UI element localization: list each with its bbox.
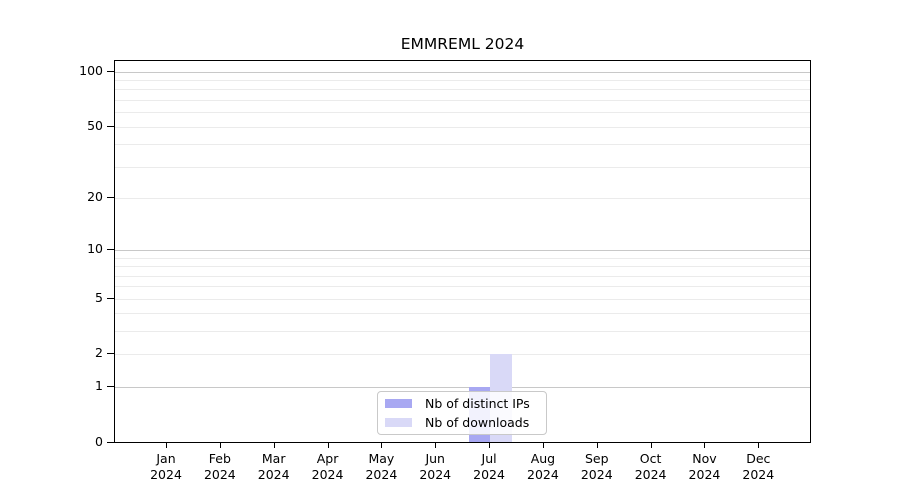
x-tick-label-mar: Mar 2024 <box>246 451 302 483</box>
minor-gridline-5 <box>115 298 810 300</box>
major-gridline-1 <box>115 386 810 388</box>
minor-gridline-6 <box>115 286 810 288</box>
y-tick-50 <box>107 125 114 127</box>
major-gridline-10 <box>115 249 810 251</box>
x-tick-jul <box>489 443 491 448</box>
x-tick-year: 2024 <box>742 467 775 482</box>
x-tick-year: 2024 <box>419 467 452 482</box>
x-tick-month: Jul <box>481 451 497 466</box>
x-tick-jun <box>435 443 437 448</box>
y-tick-2 <box>107 353 114 355</box>
x-tick-apr <box>327 443 329 448</box>
y-tick-10 <box>107 248 114 250</box>
major-gridline-100 <box>115 71 810 73</box>
y-tick-label-1: 1 <box>95 377 103 393</box>
legend-swatch-nb-of-downloads <box>385 418 412 427</box>
x-tick-label-dec: Dec 2024 <box>730 451 786 483</box>
x-tick-year: 2024 <box>311 467 344 482</box>
y-tick-label-10: 10 <box>87 240 103 256</box>
minor-gridline-90 <box>115 80 810 82</box>
x-tick-label-sep: Sep 2024 <box>569 451 625 483</box>
y-tick-0 <box>107 441 114 443</box>
minor-gridline-4 <box>115 313 810 315</box>
legend-swatch-nb-of-distinct-ips <box>385 399 412 408</box>
x-tick-month: Sep <box>584 451 609 466</box>
legend-label-nb-of-distinct-ips: Nb of distinct IPs <box>425 396 530 411</box>
y-tick-label-50: 50 <box>87 117 103 133</box>
y-tick-5 <box>107 297 114 299</box>
minor-gridline-7 <box>115 275 810 277</box>
minor-gridline-9 <box>115 257 810 259</box>
x-tick-month: Feb <box>208 451 231 466</box>
minor-gridline-50 <box>115 126 810 128</box>
y-tick-label-20: 20 <box>87 188 103 204</box>
legend-row-nb-of-downloads: Nb of downloads <box>378 413 546 432</box>
x-tick-year: 2024 <box>634 467 667 482</box>
y-tick-label-5: 5 <box>95 289 103 305</box>
x-tick-dec <box>758 443 760 448</box>
x-tick-label-oct: Oct 2024 <box>623 451 679 483</box>
x-tick-label-jan: Jan 2024 <box>138 451 194 483</box>
x-tick-year: 2024 <box>150 467 182 482</box>
x-tick-jan <box>166 443 167 448</box>
y-tick-100 <box>107 70 114 72</box>
x-tick-year: 2024 <box>203 467 236 482</box>
minor-gridline-40 <box>115 144 810 146</box>
legend-label-nb-of-downloads: Nb of downloads <box>425 415 530 430</box>
minor-gridline-60 <box>115 112 810 114</box>
x-tick-month: Mar <box>261 451 286 466</box>
x-tick-year: 2024 <box>688 467 721 482</box>
minor-gridline-20 <box>115 197 810 199</box>
minor-gridline-8 <box>115 266 810 268</box>
minor-gridline-2 <box>115 354 810 356</box>
legend-row-nb-of-distinct-ips: Nb of distinct IPs <box>378 394 546 413</box>
x-tick-month: Jan <box>156 451 176 466</box>
x-tick-may <box>381 443 383 448</box>
x-tick-label-may: May 2024 <box>353 451 409 483</box>
minor-gridline-70 <box>115 100 810 102</box>
x-tick-year: 2024 <box>580 467 613 482</box>
y-tick-label-0: 0 <box>95 433 103 449</box>
x-tick-oct <box>650 443 652 448</box>
x-tick-month: Aug <box>530 451 556 466</box>
x-tick-label-aug: Aug 2024 <box>515 451 571 483</box>
x-tick-mar <box>273 443 275 448</box>
x-tick-label-feb: Feb 2024 <box>192 451 248 483</box>
x-tick-year: 2024 <box>527 467 559 482</box>
plot-area <box>114 60 811 443</box>
y-tick-1 <box>107 385 114 387</box>
x-tick-month: Jun <box>425 451 445 466</box>
x-tick-aug <box>542 443 544 448</box>
x-tick-month: May <box>368 451 395 466</box>
minor-gridline-80 <box>115 89 810 91</box>
y-tick-20 <box>107 196 114 198</box>
x-tick-month: Dec <box>746 451 771 466</box>
x-tick-month: Nov <box>692 451 717 466</box>
x-tick-label-nov: Nov 2024 <box>676 451 732 483</box>
x-tick-label-apr: Apr 2024 <box>300 451 356 483</box>
x-tick-month: Apr <box>316 451 339 466</box>
x-tick-sep <box>596 443 598 448</box>
x-tick-year: 2024 <box>473 467 505 482</box>
legend: Nb of distinct IPs Nb of downloads <box>377 391 547 435</box>
x-tick-year: 2024 <box>257 467 290 482</box>
x-tick-month: Oct <box>639 451 662 466</box>
y-tick-label-100: 100 <box>79 62 103 78</box>
chart-title: EMMREML 2024 <box>400 35 525 53</box>
x-tick-label-jun: Jun 2024 <box>407 451 463 483</box>
x-tick-label-jul: Jul 2024 <box>461 451 517 483</box>
x-tick-feb <box>219 443 221 448</box>
x-tick-year: 2024 <box>365 467 398 482</box>
y-tick-label-2: 2 <box>95 345 103 361</box>
x-tick-nov <box>704 443 706 448</box>
minor-gridline-30 <box>115 166 810 168</box>
minor-gridline-3 <box>115 331 810 333</box>
